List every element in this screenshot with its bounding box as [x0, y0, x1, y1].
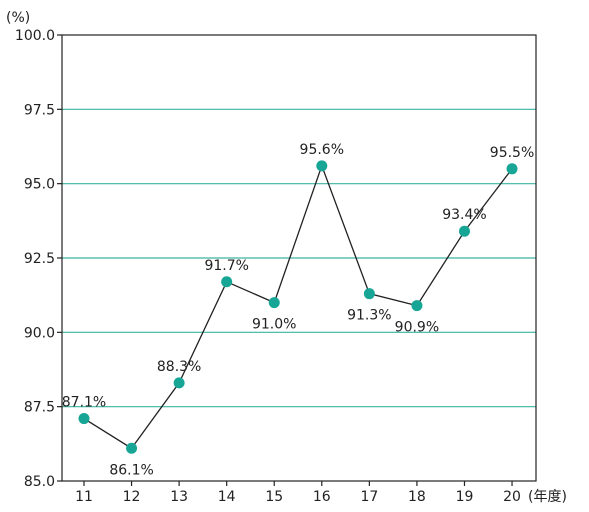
y-axis-unit-label: (%): [6, 10, 30, 26]
x-tick-label: 16: [313, 489, 331, 505]
data-label: 91.3%: [347, 308, 391, 324]
data-point: [268, 297, 280, 309]
data-point: [316, 160, 328, 172]
x-tick-label: 18: [408, 489, 426, 505]
y-tick-label: 92.5: [24, 251, 55, 267]
data-point: [173, 377, 185, 389]
data-point: [506, 163, 518, 175]
data-point: [221, 276, 233, 288]
data-point: [126, 442, 138, 454]
x-tick-label: 11: [75, 489, 93, 505]
data-point: [411, 300, 423, 312]
data-label: 95.5%: [490, 145, 534, 161]
data-label: 93.4%: [442, 207, 486, 223]
data-label: 91.0%: [252, 317, 296, 333]
y-tick-label: 87.5: [24, 400, 55, 416]
y-axis-ticks: 85.0 87.5 90.0 92.5 95.0 97.5 100.0: [15, 28, 62, 490]
x-tick-label: 14: [218, 489, 236, 505]
x-tick-label: 12: [123, 489, 141, 505]
x-tick-label: 17: [360, 489, 378, 505]
y-tick-label: 90.0: [24, 325, 55, 341]
data-point: [363, 288, 375, 300]
data-labels: 87.1% 86.1% 88.3% 91.7% 91.0% 95.6% 91.3%90.9%…: [62, 142, 535, 478]
data-point: [78, 413, 90, 425]
y-tick-label: 97.5: [24, 102, 55, 118]
series-line: [83, 163, 513, 450]
gridlines: [62, 108, 536, 408]
x-tick-label: 13: [170, 489, 188, 505]
data-label: 90.9%: [395, 320, 439, 336]
x-tick-label: 15: [265, 489, 283, 505]
data-point: [458, 225, 470, 237]
data-label: 87.1%: [62, 395, 106, 411]
x-axis-ticks: 11 12 13 14 15 16 17 18 19 20: [75, 481, 521, 505]
y-tick-label: 85.0: [24, 474, 55, 490]
x-axis-unit-label: (年度): [528, 489, 567, 505]
x-tick-label: 19: [456, 489, 474, 505]
data-label: 86.1%: [109, 462, 153, 478]
data-markers: [78, 160, 518, 454]
y-tick-label: 100.0: [15, 28, 55, 44]
data-label: 91.7%: [204, 258, 248, 274]
x-tick-label: 20: [503, 489, 521, 505]
data-label: 88.3%: [157, 359, 201, 375]
data-label: 95.6%: [300, 142, 344, 158]
y-tick-label: 95.0: [24, 177, 55, 193]
